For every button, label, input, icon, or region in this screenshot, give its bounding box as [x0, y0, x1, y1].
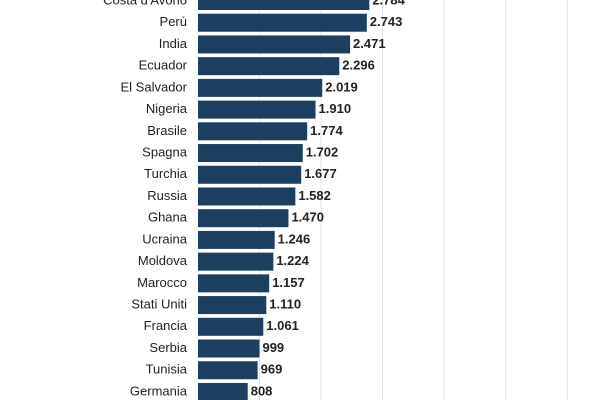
category-label: Stati Uniti	[131, 297, 187, 312]
value-label: 2.784	[372, 0, 405, 7]
bar	[198, 144, 303, 163]
bar	[198, 361, 258, 380]
category-label: Germania	[130, 383, 188, 398]
category-label: El Salvador	[121, 79, 188, 94]
bar	[198, 0, 370, 10]
value-label: 1.470	[291, 210, 324, 225]
category-label: Turchia	[144, 166, 188, 181]
category-label: Perù	[160, 14, 187, 29]
category-label: Russia	[147, 188, 188, 203]
value-label: 1.224	[276, 253, 309, 268]
value-label: 1.910	[319, 101, 352, 116]
category-label: Ucraina	[142, 231, 188, 246]
bar	[198, 317, 264, 336]
bar	[198, 187, 296, 206]
value-label: 2.471	[353, 36, 386, 51]
value-label: 969	[261, 362, 283, 377]
value-label: 1.702	[306, 144, 339, 159]
bar	[198, 57, 340, 76]
value-label: 1.061	[266, 318, 299, 333]
bar	[198, 339, 260, 358]
bar	[198, 382, 248, 400]
category-label: Brasile	[147, 123, 187, 138]
bar	[198, 209, 289, 228]
value-label: 2.296	[342, 58, 375, 73]
bar	[198, 35, 351, 54]
value-label: 1.774	[310, 123, 343, 138]
category-label: Francia	[144, 318, 188, 333]
bar	[198, 230, 275, 249]
bar	[198, 252, 274, 271]
bar	[198, 165, 302, 184]
category-label: Ghana	[148, 210, 188, 225]
value-label: 1.157	[272, 275, 305, 290]
value-label: 1.246	[278, 231, 311, 246]
category-label: Ecuador	[139, 58, 188, 73]
bar	[198, 13, 367, 32]
value-label: 999	[262, 340, 284, 355]
value-label: 1.110	[269, 297, 301, 312]
bar	[198, 296, 267, 315]
bar	[198, 100, 316, 119]
category-label: Serbia	[149, 340, 187, 355]
category-label: Nigeria	[146, 101, 188, 116]
bar	[198, 78, 323, 97]
category-label: Costa d'Avorio	[103, 0, 187, 7]
bar	[198, 122, 308, 141]
value-label: 1.677	[304, 166, 337, 181]
category-label: Moldova	[138, 253, 188, 268]
value-label: 1.582	[298, 188, 331, 203]
value-label: 808	[251, 383, 273, 398]
category-label: Tunisia	[146, 362, 188, 377]
bar	[198, 274, 270, 293]
value-label: 2.019	[325, 79, 358, 94]
category-label: India	[159, 36, 188, 51]
category-label: Marocco	[137, 275, 187, 290]
category-label: Spagna	[142, 144, 188, 159]
value-label: 2.743	[370, 14, 403, 29]
